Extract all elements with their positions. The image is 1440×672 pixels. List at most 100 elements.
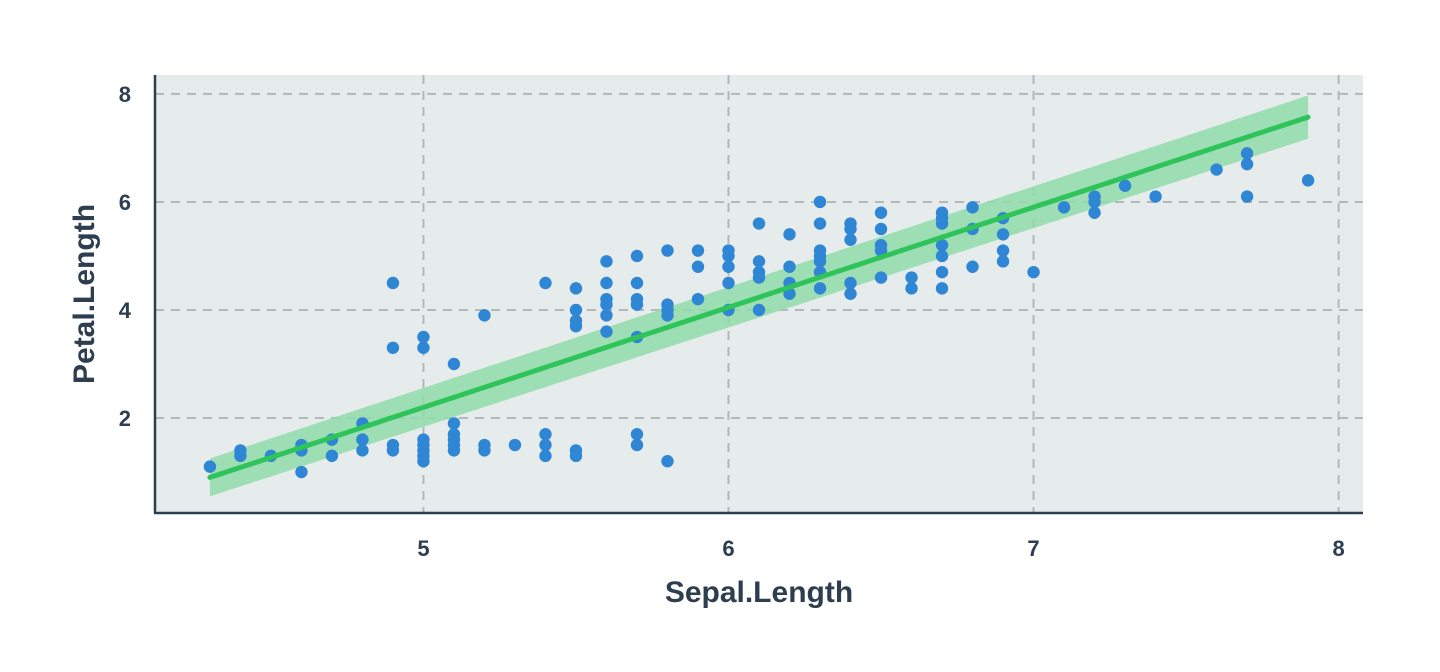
data-point xyxy=(295,465,308,479)
x-axis-label: Sepal.Length xyxy=(665,576,853,609)
data-point xyxy=(752,217,766,230)
data-point xyxy=(661,244,674,257)
data-point xyxy=(874,271,888,284)
data-point xyxy=(478,309,491,322)
data-point xyxy=(600,276,613,290)
data-point xyxy=(844,276,857,290)
data-point xyxy=(661,309,674,322)
data-point xyxy=(813,282,827,295)
data-point xyxy=(600,309,613,322)
data-point xyxy=(935,249,949,263)
data-point xyxy=(356,444,369,457)
data-point xyxy=(539,428,552,441)
data-point xyxy=(447,444,461,457)
data-point xyxy=(935,265,949,279)
data-point xyxy=(966,260,979,273)
data-point xyxy=(600,325,613,338)
data-point xyxy=(813,195,827,209)
data-point xyxy=(935,282,949,295)
data-point xyxy=(752,303,766,317)
data-point xyxy=(1057,201,1071,214)
data-point xyxy=(722,276,735,290)
data-point xyxy=(325,449,339,463)
data-point xyxy=(783,228,796,241)
data-point xyxy=(1240,157,1254,171)
data-point xyxy=(1240,190,1254,203)
data-point xyxy=(417,330,430,344)
data-point xyxy=(478,444,491,457)
data-point xyxy=(996,228,1010,241)
y-tick-label: 6 xyxy=(119,190,131,215)
data-point xyxy=(1027,265,1040,279)
data-point xyxy=(1118,179,1132,192)
y-tick-label: 2 xyxy=(119,406,131,431)
grid-lines xyxy=(155,75,1363,512)
data-point xyxy=(691,260,705,273)
data-point xyxy=(966,201,979,214)
data-point xyxy=(386,276,400,290)
data-point xyxy=(600,298,613,311)
data-point xyxy=(752,255,766,268)
x-tick-label: 5 xyxy=(417,536,429,561)
data-point xyxy=(844,233,857,246)
data-point xyxy=(722,260,735,273)
y-tick-labels: 2 4 6 8 xyxy=(119,82,132,431)
data-point xyxy=(630,276,644,290)
data-point xyxy=(630,298,644,311)
y-tick-label: 8 xyxy=(119,82,131,107)
data-point xyxy=(1149,190,1162,203)
data-point xyxy=(386,341,400,354)
data-point xyxy=(752,271,766,284)
data-point xyxy=(1210,163,1223,176)
y-tick-label: 4 xyxy=(119,298,132,323)
data-point xyxy=(356,433,369,446)
data-point xyxy=(539,449,552,463)
data-point xyxy=(935,217,949,230)
data-point xyxy=(600,255,613,268)
data-point xyxy=(203,460,217,473)
data-point xyxy=(508,438,522,452)
data-point xyxy=(1088,206,1101,219)
data-point xyxy=(905,282,918,295)
data-point xyxy=(844,287,857,300)
data-point xyxy=(386,444,400,457)
data-point xyxy=(813,255,827,268)
data-point xyxy=(569,319,583,333)
data-point xyxy=(569,282,583,295)
data-point xyxy=(630,438,644,452)
data-point xyxy=(234,449,247,463)
data-point xyxy=(417,341,430,354)
data-point xyxy=(996,244,1010,257)
data-point xyxy=(630,249,644,263)
data-point xyxy=(691,292,705,306)
data-point xyxy=(874,206,888,219)
x-tick-label: 8 xyxy=(1332,536,1344,561)
data-point xyxy=(722,249,735,263)
data-point xyxy=(905,271,918,284)
data-point xyxy=(630,428,644,441)
data-point xyxy=(691,244,705,257)
x-tick-label: 7 xyxy=(1027,536,1039,561)
data-point xyxy=(569,449,583,463)
x-tick-labels: 5 6 7 8 xyxy=(417,536,1344,561)
data-point xyxy=(661,455,674,468)
data-point xyxy=(569,303,583,317)
data-point xyxy=(447,357,461,371)
data-point xyxy=(1088,195,1101,209)
trend-line-layer xyxy=(207,114,1311,480)
data-point xyxy=(1301,174,1315,187)
data-point xyxy=(813,217,827,230)
data-point xyxy=(844,222,857,236)
data-point xyxy=(539,276,552,290)
data-point xyxy=(783,260,796,273)
trend-line xyxy=(207,114,1311,480)
data-point xyxy=(874,222,888,236)
data-point xyxy=(417,455,430,468)
data-point xyxy=(996,255,1010,268)
data-point xyxy=(539,438,552,452)
data-point xyxy=(935,238,949,252)
data-point xyxy=(447,417,461,430)
x-tick-label: 6 xyxy=(722,536,734,561)
